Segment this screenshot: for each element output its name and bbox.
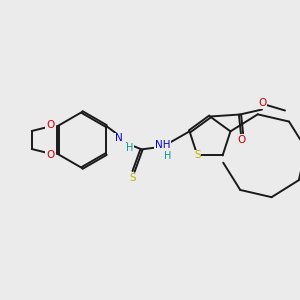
Text: O: O: [46, 120, 54, 130]
Text: NH: NH: [155, 140, 170, 150]
Text: S: S: [194, 150, 201, 161]
Text: H: H: [126, 143, 133, 153]
Text: O: O: [238, 135, 246, 145]
Text: H: H: [164, 152, 171, 161]
Text: S: S: [129, 173, 136, 183]
Text: N: N: [115, 134, 122, 143]
Text: O: O: [46, 150, 54, 160]
Text: O: O: [258, 98, 267, 108]
